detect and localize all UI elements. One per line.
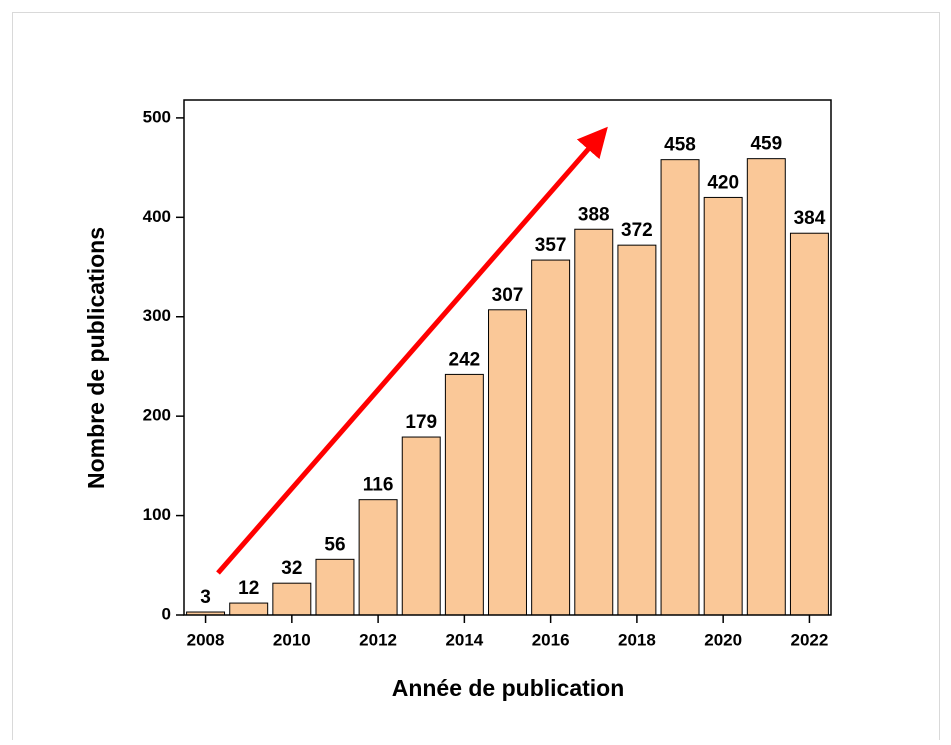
y-tick-label: 0 bbox=[162, 604, 171, 623]
x-tick-label: 2012 bbox=[359, 630, 397, 649]
value-label: 242 bbox=[449, 349, 481, 370]
y-tick-label: 400 bbox=[143, 207, 171, 226]
value-label: 420 bbox=[707, 172, 739, 193]
bar bbox=[617, 244, 657, 616]
bar bbox=[358, 499, 398, 616]
x-tick-label: 2018 bbox=[618, 630, 656, 649]
bar bbox=[401, 436, 441, 616]
x-tick-label: 2010 bbox=[273, 630, 311, 649]
value-label: 307 bbox=[492, 285, 524, 306]
bar bbox=[444, 373, 484, 616]
y-tick-label: 300 bbox=[143, 306, 171, 325]
x-tick-label: 2016 bbox=[532, 630, 570, 649]
value-label: 32 bbox=[281, 558, 302, 579]
x-tick-label: 2020 bbox=[704, 630, 742, 649]
bar bbox=[574, 228, 614, 616]
value-label: 56 bbox=[324, 534, 345, 555]
panel-border bbox=[12, 12, 940, 745]
bar bbox=[488, 309, 527, 616]
value-label: 12 bbox=[238, 578, 259, 599]
x-tick-label: 2008 bbox=[187, 630, 225, 649]
plot: 0 100 200 300 400 500 2008 3 12 2010 32 56 2012 116 17… bbox=[143, 107, 829, 649]
y-tick-label: 100 bbox=[143, 505, 171, 524]
bar bbox=[746, 158, 786, 616]
x-axis-title: Année de publication bbox=[392, 675, 625, 701]
value-label: 3 bbox=[200, 587, 211, 608]
value-label: 357 bbox=[535, 235, 567, 256]
bar bbox=[315, 558, 355, 616]
value-label: 384 bbox=[794, 208, 826, 229]
value-label: 458 bbox=[664, 135, 696, 156]
value-label: 116 bbox=[363, 475, 394, 496]
trend-arrow bbox=[216, 126, 608, 575]
y-axis-title: Nombre de publications bbox=[83, 227, 109, 489]
bar bbox=[703, 196, 743, 616]
value-label: 179 bbox=[405, 412, 437, 433]
y-tick-label: 200 bbox=[143, 406, 171, 425]
x-tick-label: 2014 bbox=[445, 630, 483, 649]
value-label: 388 bbox=[578, 204, 610, 225]
bar bbox=[789, 232, 829, 616]
value-label: 459 bbox=[750, 134, 782, 155]
plot-frame bbox=[183, 99, 832, 616]
value-label: 372 bbox=[621, 220, 653, 241]
bar bbox=[531, 259, 571, 616]
bar bbox=[272, 582, 312, 616]
bar bbox=[660, 159, 700, 616]
bar bbox=[229, 602, 269, 616]
y-tick-label: 500 bbox=[143, 107, 171, 126]
x-tick-label: 2022 bbox=[791, 630, 829, 649]
